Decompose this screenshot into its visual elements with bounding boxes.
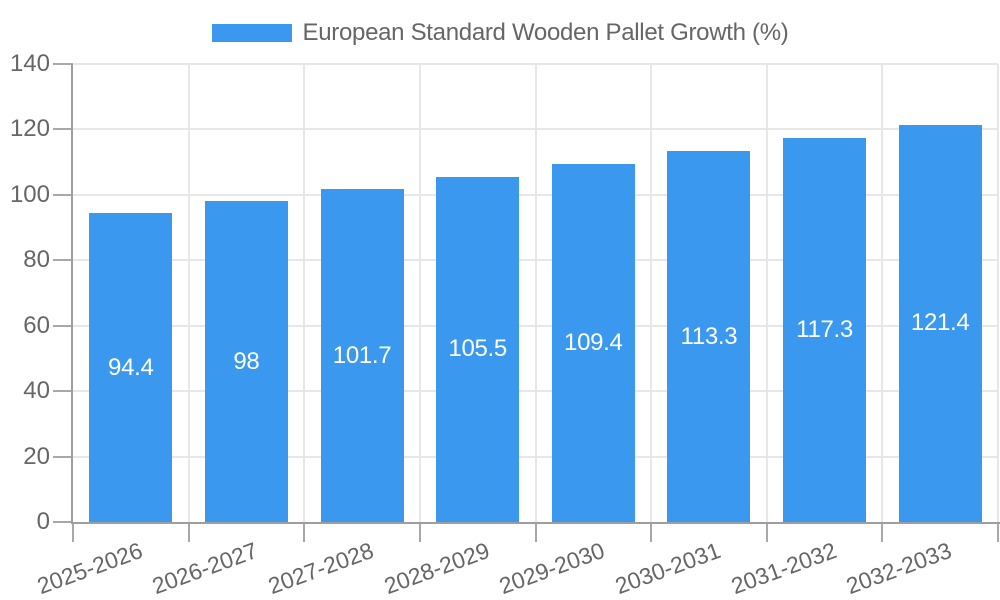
x-tick: [534, 522, 537, 542]
bar: 113.3: [667, 151, 751, 522]
bar-value-label: 121.4: [910, 309, 970, 337]
x-tick: [881, 522, 884, 542]
y-tick: [53, 455, 73, 458]
y-tick: [53, 521, 73, 523]
x-gridline: [303, 64, 306, 522]
y-tick-label: 100: [9, 180, 50, 208]
y-tick: [53, 259, 73, 262]
x-axis-line: [71, 522, 1000, 524]
x-tick-label: 2025-2026: [33, 537, 146, 600]
x-gridline: [881, 64, 884, 522]
x-tick-label: 2026-2027: [149, 537, 262, 600]
x-tick-label: 2031-2032: [727, 537, 840, 600]
x-gridline: [650, 64, 653, 522]
bar-value-label: 101.7: [332, 341, 392, 369]
y-axis-line: [71, 64, 73, 524]
y-tick-label: 20: [23, 442, 50, 470]
bar-value-label: 105.5: [448, 335, 507, 363]
x-tick: [765, 522, 768, 542]
x-tick: [72, 522, 74, 542]
y-tick: [53, 128, 73, 131]
y-tick-label: 0: [36, 508, 50, 535]
y-tick-label: 80: [23, 246, 50, 274]
y-tick: [53, 390, 73, 393]
x-gridline: [765, 64, 768, 522]
x-tick-label: 2028-2029: [380, 537, 493, 600]
x-tick-label: 2027-2028: [264, 537, 377, 600]
bar: 109.4: [551, 164, 635, 522]
bar: 117.3: [783, 138, 867, 522]
x-tick: [997, 522, 999, 542]
bar-value-label: 98: [233, 347, 260, 375]
bar-value-label: 117.3: [796, 316, 853, 344]
x-gridline: [187, 64, 190, 522]
x-gridline: [997, 64, 999, 522]
x-tick-label: 2029-2030: [495, 537, 609, 600]
legend-swatch: [211, 24, 292, 42]
x-tick: [418, 522, 421, 542]
legend-item[interactable]: European Standard Wooden Pallet Growth (…: [0, 19, 1000, 47]
bar: 98: [204, 201, 288, 522]
x-tick: [303, 522, 306, 542]
x-tick: [187, 522, 190, 542]
bar: 94.4: [89, 213, 173, 522]
y-tick-label: 60: [23, 311, 50, 339]
bar-value-label: 94.4: [108, 353, 154, 381]
legend-label: European Standard Wooden Pallet Growth (…: [302, 19, 789, 46]
y-tick-label: 40: [23, 377, 50, 405]
y-tick-label: 120: [9, 115, 50, 143]
y-tick: [53, 63, 73, 65]
y-tick: [53, 324, 73, 327]
y-tick-label: 140: [9, 50, 50, 77]
x-tick-label: 2030-2031: [611, 537, 724, 600]
bar: 121.4: [898, 124, 982, 522]
x-tick-label: 2032-2033: [842, 537, 956, 600]
x-gridline: [418, 64, 421, 522]
y-tick: [53, 193, 73, 196]
bar: 101.7: [320, 189, 404, 522]
x-gridline: [534, 64, 537, 522]
bar: 105.5: [436, 176, 520, 522]
x-tick: [650, 522, 653, 542]
bar-value-label: 109.4: [564, 329, 623, 357]
bar-value-label: 113.3: [680, 322, 738, 350]
